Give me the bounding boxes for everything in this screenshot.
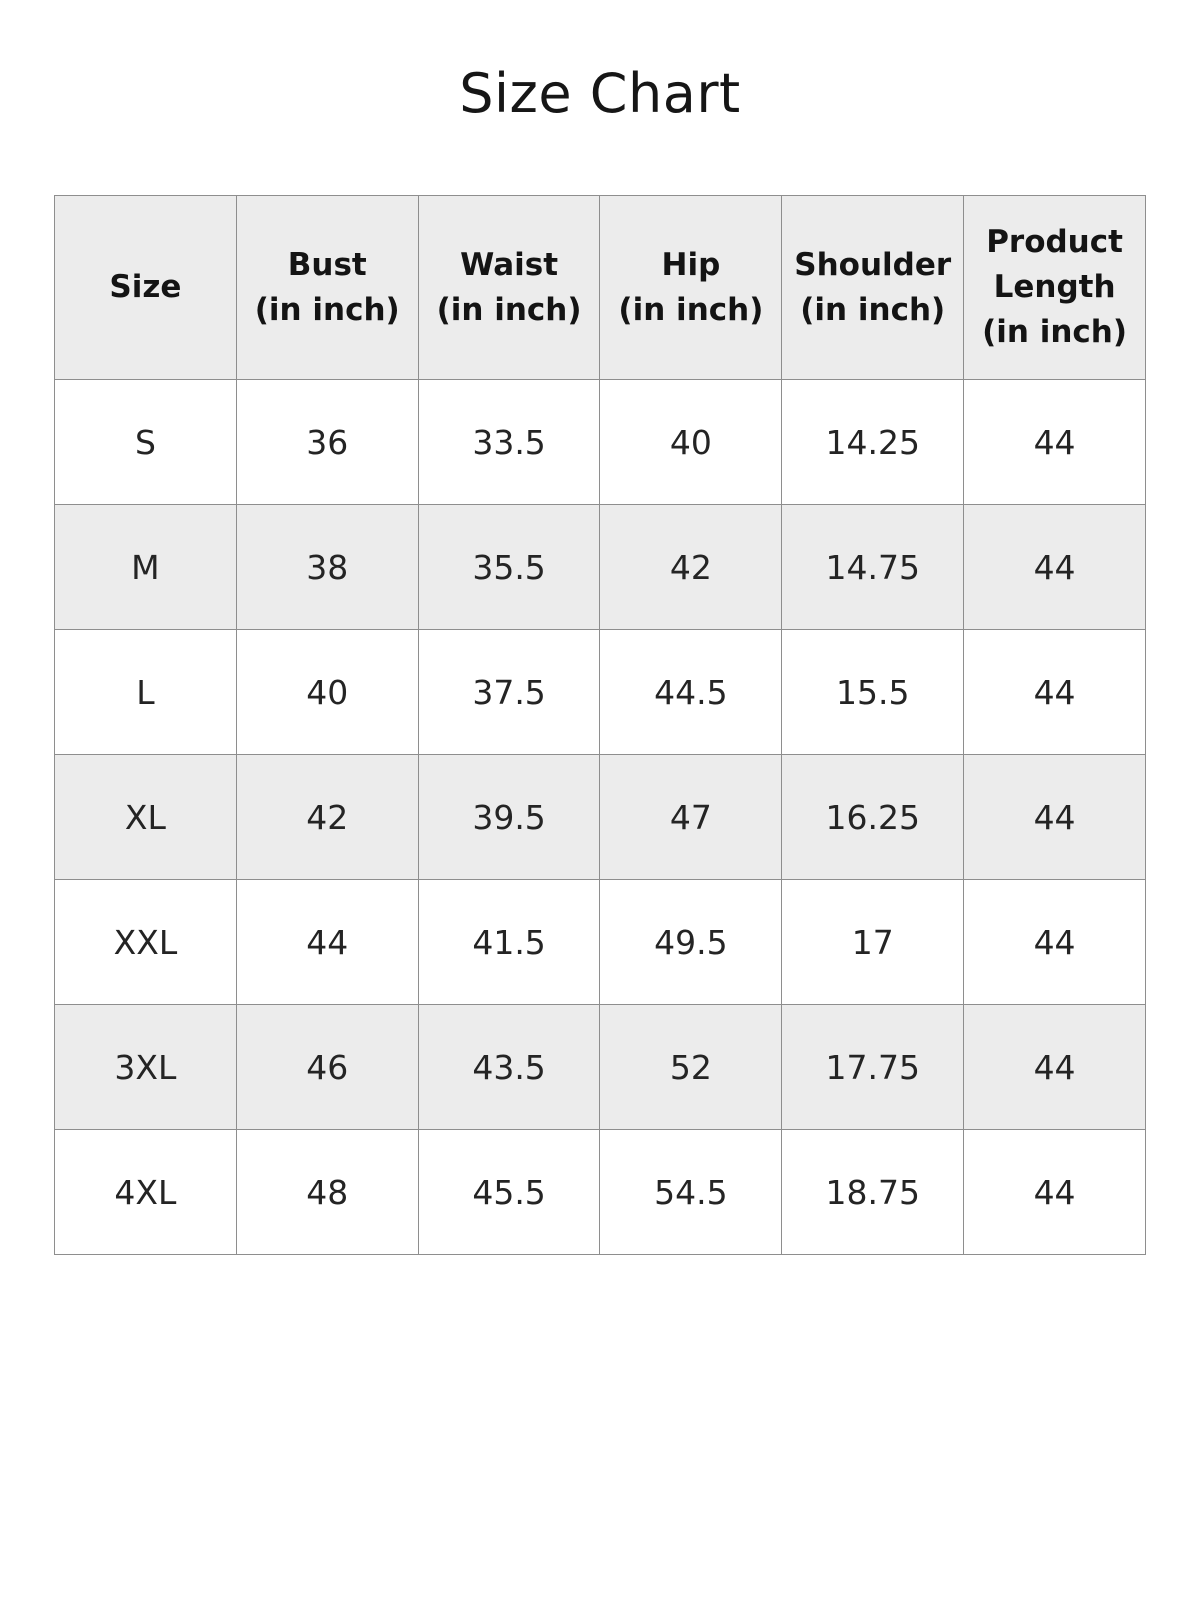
value-cell: 17.75 xyxy=(781,1004,965,1130)
table-row-s: S 36 33.5 40 14.25 44 xyxy=(54,379,1146,505)
value-cell: 35.5 xyxy=(417,504,601,630)
size-cell: L xyxy=(54,629,237,755)
value-cell: 42 xyxy=(235,754,419,880)
value-cell: 17 xyxy=(781,879,965,1005)
table-row-l: L 40 37.5 44.5 15.5 44 xyxy=(54,629,1146,755)
table-row-xl: XL 42 39.5 47 16.25 44 xyxy=(54,754,1146,880)
value-cell: 44 xyxy=(963,754,1146,880)
column-header-bust: Bust (in inch) xyxy=(235,195,419,380)
value-cell: 44 xyxy=(963,879,1146,1005)
size-cell: S xyxy=(54,379,237,505)
size-cell: 3XL xyxy=(54,1004,237,1130)
value-cell: 14.25 xyxy=(781,379,965,505)
value-cell: 43.5 xyxy=(417,1004,601,1130)
table-row-xxl: XXL 44 41.5 49.5 17 44 xyxy=(54,879,1146,1005)
value-cell: 40 xyxy=(235,629,419,755)
value-cell: 52 xyxy=(599,1004,783,1130)
table-row-m: M 38 35.5 42 14.75 44 xyxy=(54,504,1146,630)
value-cell: 47 xyxy=(599,754,783,880)
value-cell: 36 xyxy=(235,379,419,505)
value-cell: 44 xyxy=(963,1004,1146,1130)
value-cell: 44 xyxy=(963,1129,1146,1255)
header-row: Size Bust (in inch) Waist (in inch) Hip … xyxy=(54,195,1146,380)
table-row-3xl: 3XL 46 43.5 52 17.75 44 xyxy=(54,1004,1146,1130)
size-cell: XXL xyxy=(54,879,237,1005)
value-cell: 46 xyxy=(235,1004,419,1130)
value-cell: 44 xyxy=(963,379,1146,505)
table-row-4xl: 4XL 48 45.5 54.5 18.75 44 xyxy=(54,1129,1146,1255)
value-cell: 45.5 xyxy=(417,1129,601,1255)
value-cell: 14.75 xyxy=(781,504,965,630)
value-cell: 40 xyxy=(599,379,783,505)
size-cell: 4XL xyxy=(54,1129,237,1255)
column-header-shoulder: Shoulder (in inch) xyxy=(781,195,965,380)
size-chart-table-container: Size Bust (in inch) Waist (in inch) Hip … xyxy=(54,195,1146,1255)
page-title: Size Chart xyxy=(459,62,741,125)
value-cell: 44 xyxy=(235,879,419,1005)
value-cell: 18.75 xyxy=(781,1129,965,1255)
table-body: S 36 33.5 40 14.25 44 M 38 35.5 42 14.75… xyxy=(54,379,1146,1255)
value-cell: 44 xyxy=(963,504,1146,630)
value-cell: 44.5 xyxy=(599,629,783,755)
value-cell: 38 xyxy=(235,504,419,630)
column-header-product-length: Product Length (in inch) xyxy=(963,195,1146,380)
value-cell: 37.5 xyxy=(417,629,601,755)
size-cell: XL xyxy=(54,754,237,880)
value-cell: 54.5 xyxy=(599,1129,783,1255)
value-cell: 49.5 xyxy=(599,879,783,1005)
value-cell: 39.5 xyxy=(417,754,601,880)
size-cell: M xyxy=(54,504,237,630)
value-cell: 44 xyxy=(963,629,1146,755)
value-cell: 41.5 xyxy=(417,879,601,1005)
table-header: Size Bust (in inch) Waist (in inch) Hip … xyxy=(54,195,1146,380)
value-cell: 15.5 xyxy=(781,629,965,755)
column-header-size: Size xyxy=(54,195,237,380)
value-cell: 48 xyxy=(235,1129,419,1255)
value-cell: 33.5 xyxy=(417,379,601,505)
value-cell: 42 xyxy=(599,504,783,630)
size-chart-table: Size Bust (in inch) Waist (in inch) Hip … xyxy=(54,195,1146,1255)
column-header-waist: Waist (in inch) xyxy=(417,195,601,380)
column-header-hip: Hip (in inch) xyxy=(599,195,783,380)
value-cell: 16.25 xyxy=(781,754,965,880)
